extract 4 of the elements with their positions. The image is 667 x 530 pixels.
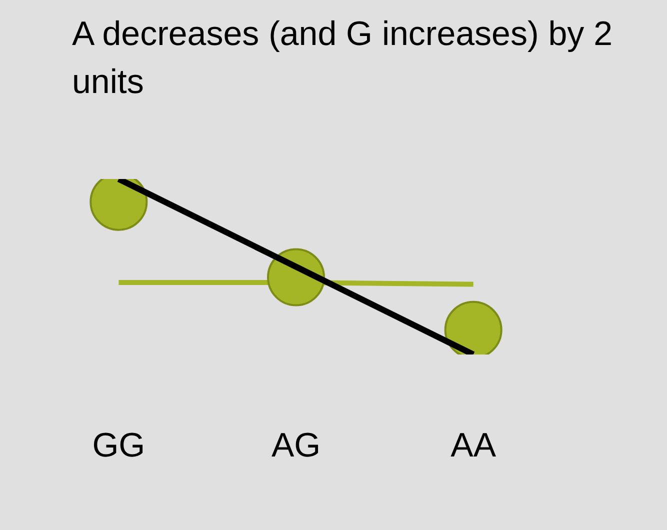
x-tick-label: GG bbox=[92, 426, 146, 464]
chart-title: A decreases (and G increases) by 2 units bbox=[72, 14, 614, 103]
x-tick-label: AA bbox=[450, 426, 496, 464]
x-tick-label: AG bbox=[271, 426, 321, 464]
